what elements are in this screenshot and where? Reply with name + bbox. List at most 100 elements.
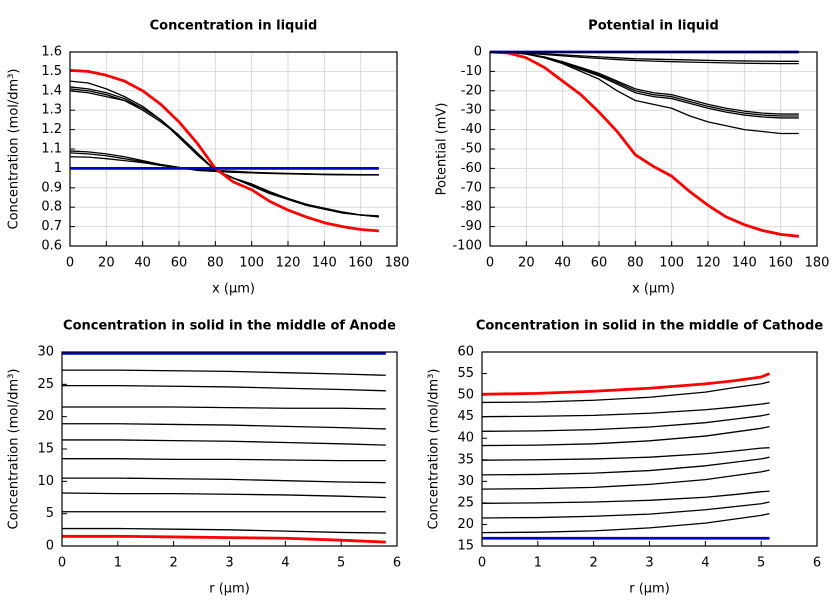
y-tick-label: 30 (37, 345, 54, 360)
x-tick-label: 3 (645, 556, 653, 571)
x-tick-label: 4 (701, 556, 709, 571)
x-tick-label: 60 (591, 256, 608, 271)
x-axis-label: x (µm) (632, 282, 675, 297)
x-tick-label: 0 (66, 256, 74, 271)
x-tick-label: 20 (98, 256, 115, 271)
y-tick-label: 1.2 (41, 122, 62, 137)
y-tick-label: 0.8 (41, 200, 62, 215)
x-tick-label: 160 (348, 256, 373, 271)
y-tick-label: 30 (457, 474, 474, 489)
x-tick-label: 6 (393, 556, 401, 571)
y-tick-label: 1.1 (41, 142, 62, 157)
y-tick-label: 0.9 (41, 180, 62, 195)
y-tick-label: -60 (461, 161, 482, 176)
y-tick-label: -40 (461, 122, 482, 137)
y-tick-label: 25 (457, 495, 474, 510)
y-axis-label: Potential (mV) (435, 103, 450, 196)
y-tick-label: 60 (457, 345, 474, 360)
y-tick-label: 45 (457, 409, 474, 424)
y-tick-label: 0.6 (41, 239, 62, 254)
x-tick-label: 40 (554, 256, 571, 271)
y-tick-label: 1.5 (41, 64, 62, 79)
x-tick-label: 6 (813, 556, 821, 571)
y-tick-label: 1.6 (41, 45, 62, 60)
data-line (481, 469, 770, 490)
x-tick-label: 1 (114, 556, 122, 571)
chart-title: Concentration in liquid (150, 19, 318, 34)
y-tick-label: -90 (461, 219, 482, 234)
data-line (481, 501, 770, 519)
chart-title: Potential in liquid (588, 19, 719, 34)
data-line (69, 69, 379, 233)
y-tick-label: -50 (461, 142, 482, 157)
y-tick-label: -20 (461, 83, 482, 98)
x-tick-label: 2 (590, 556, 598, 571)
y-axis-label: Concentration (mol/dm³) (427, 369, 442, 530)
x-tick-label: 2 (170, 556, 178, 571)
data-line (481, 381, 770, 404)
x-tick-label: 3 (225, 556, 233, 571)
data-line (481, 447, 770, 461)
x-tick-label: 1 (534, 556, 542, 571)
data-line (62, 406, 386, 410)
x-tick-label: 0 (478, 556, 486, 571)
data-line (69, 90, 379, 218)
y-tick-label: 20 (457, 517, 474, 532)
y-axis-label: Concentration (mol/dm³) (7, 369, 22, 530)
data-line (62, 369, 386, 376)
data-line (62, 527, 386, 534)
x-tick-label: 180 (385, 256, 410, 271)
y-tick-label: 20 (37, 409, 54, 424)
data-line (490, 51, 799, 65)
y-tick-label: 40 (457, 431, 474, 446)
y-tick-label: 15 (457, 539, 474, 554)
x-tick-label: 120 (696, 256, 721, 271)
data-line (62, 477, 386, 484)
y-tick-label: 0.7 (41, 219, 62, 234)
y-tick-label: -70 (461, 180, 482, 195)
data-line (481, 372, 771, 396)
y-tick-label: 50 (457, 388, 474, 403)
y-axis-label: Concentration (mol/dm³) (7, 69, 22, 230)
y-tick-label: 25 (37, 377, 54, 392)
x-tick-label: 140 (732, 256, 757, 271)
data-line (481, 425, 770, 447)
data-line (61, 492, 386, 499)
x-tick-label: 140 (312, 256, 337, 271)
x-tick-label: 100 (659, 256, 684, 271)
y-tick-label: 10 (37, 474, 54, 489)
y-tick-label: 1 (54, 161, 62, 176)
data-line (62, 439, 386, 446)
x-axis-label: x (µm) (212, 282, 255, 297)
data-line (489, 50, 799, 238)
y-tick-label: -100 (452, 239, 482, 254)
x-tick-label: 160 (768, 256, 793, 271)
plot-frame (61, 351, 398, 547)
y-tick-label: 1.3 (41, 103, 62, 118)
x-tick-label: 0 (486, 256, 494, 271)
y-tick-label: -30 (461, 103, 482, 118)
x-tick-label: 60 (171, 256, 188, 271)
plot-frame (489, 51, 818, 247)
y-tick-label: 15 (37, 442, 54, 457)
data-line (69, 80, 379, 217)
x-tick-label: 5 (337, 556, 345, 571)
chart-title: Concentration in solid in the middle of … (63, 319, 396, 334)
x-axis-label: r (µm) (629, 582, 670, 597)
data-line (69, 88, 379, 218)
data-line (69, 86, 379, 218)
data-line (481, 402, 770, 418)
y-tick-label: 0 (46, 539, 54, 554)
x-tick-label: 4 (281, 556, 289, 571)
y-tick-label: 5 (46, 506, 54, 521)
x-tick-label: 80 (207, 256, 224, 271)
data-line (69, 152, 379, 176)
chart-title: Concentration in solid in the middle of … (476, 319, 824, 334)
x-tick-label: 0 (58, 556, 66, 571)
data-line (481, 490, 770, 504)
data-line (62, 384, 386, 392)
x-tick-label: 100 (239, 256, 264, 271)
data-line (69, 156, 379, 176)
y-tick-label: 35 (457, 452, 474, 467)
